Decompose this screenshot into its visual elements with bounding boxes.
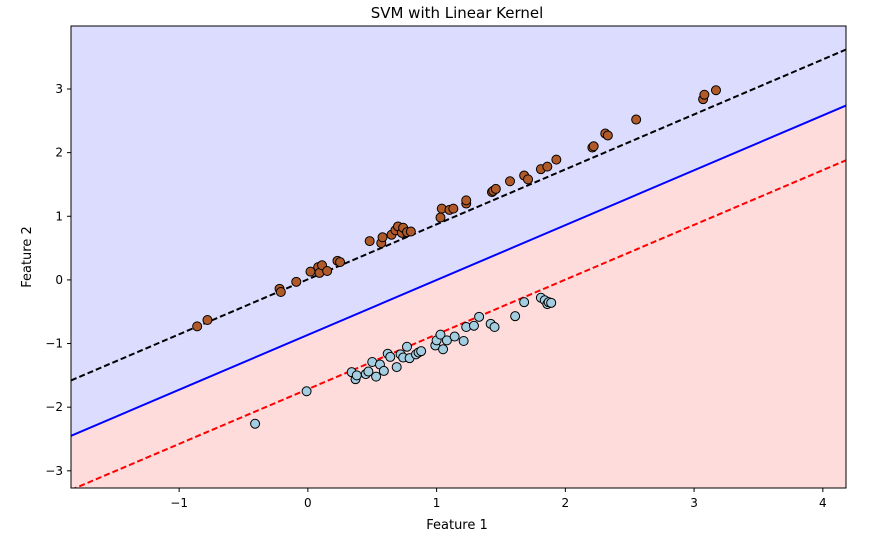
plot-frame xyxy=(70,25,847,489)
data-point-series-1 xyxy=(405,226,416,237)
data-point-series-1 xyxy=(588,141,599,152)
margin-lower-line xyxy=(72,159,846,488)
data-point-series-2 xyxy=(402,341,413,352)
y-tick-label: 2 xyxy=(55,146,63,160)
y-tick-label: −3 xyxy=(45,464,63,478)
data-point-series-1 xyxy=(710,85,721,96)
data-point-series-2 xyxy=(301,386,312,397)
y-tick-label: 3 xyxy=(55,82,63,96)
data-point-series-2 xyxy=(474,311,485,322)
data-point-series-1 xyxy=(202,315,213,325)
x-axis-label: Feature 1 xyxy=(426,518,488,533)
data-point-series-2 xyxy=(416,346,427,357)
y-tick-label: 0 xyxy=(55,273,63,287)
region-class-0 xyxy=(71,105,846,488)
data-point-series-2 xyxy=(519,297,530,308)
data-point-series-1 xyxy=(291,276,302,287)
x-tick-label: 2 xyxy=(562,496,570,510)
data-point-series-1 xyxy=(377,232,388,243)
data-point-series-1 xyxy=(523,174,534,185)
data-point-series-1 xyxy=(275,287,286,297)
data-point-series-2 xyxy=(458,336,469,346)
data-point-series-2 xyxy=(371,371,382,382)
data-point-series-1 xyxy=(504,176,515,187)
data-point-series-1 xyxy=(490,183,501,194)
region-class-1 xyxy=(71,26,846,436)
data-point-series-2 xyxy=(250,418,261,429)
data-point-series-1 xyxy=(551,154,562,165)
data-point-series-1 xyxy=(461,195,472,206)
data-point-series-1 xyxy=(364,236,375,247)
data-point-series-2 xyxy=(546,297,557,308)
x-tick-label: 1 xyxy=(433,496,441,510)
data-point-series-2 xyxy=(385,351,396,362)
x-tick-label: −1 xyxy=(170,496,188,510)
data-point-series-2 xyxy=(510,311,521,322)
data-points xyxy=(192,85,721,429)
y-tick-label: 1 xyxy=(55,209,63,223)
y-tick-label: −2 xyxy=(45,400,63,414)
data-point-series-2 xyxy=(449,331,460,342)
data-point-series-1 xyxy=(448,203,459,214)
y-tick-label: −1 xyxy=(45,337,63,351)
data-point-series-1 xyxy=(322,266,333,276)
x-tick-label: 3 xyxy=(690,496,698,510)
data-point-series-1 xyxy=(699,89,710,100)
data-point-series-2 xyxy=(351,370,362,381)
data-point-series-2 xyxy=(435,329,446,340)
decision-regions xyxy=(71,26,846,488)
x-tick-label: 4 xyxy=(819,496,827,510)
data-point-series-1 xyxy=(631,114,642,125)
data-point-series-2 xyxy=(363,366,374,377)
y-axis-label: Feature 2 xyxy=(20,226,35,288)
data-point-series-1 xyxy=(335,257,346,268)
data-point-series-2 xyxy=(378,365,389,376)
decision-boundary-line xyxy=(71,104,846,437)
data-point-series-1 xyxy=(542,161,553,172)
data-point-series-1 xyxy=(435,212,446,223)
data-point-series-1 xyxy=(192,321,203,332)
y-axis-ticks: −3 −2 −1 0 1 2 3 xyxy=(45,82,71,478)
x-axis-ticks: −1 0 1 2 3 4 xyxy=(170,488,827,510)
data-point-series-1 xyxy=(602,130,613,141)
chart-title: SVM with Linear Kernel xyxy=(371,4,544,22)
data-point-series-2 xyxy=(468,320,479,331)
data-point-series-2 xyxy=(391,362,402,373)
data-point-series-2 xyxy=(438,344,449,355)
x-tick-label: 0 xyxy=(304,496,312,510)
data-point-series-2 xyxy=(489,322,500,332)
